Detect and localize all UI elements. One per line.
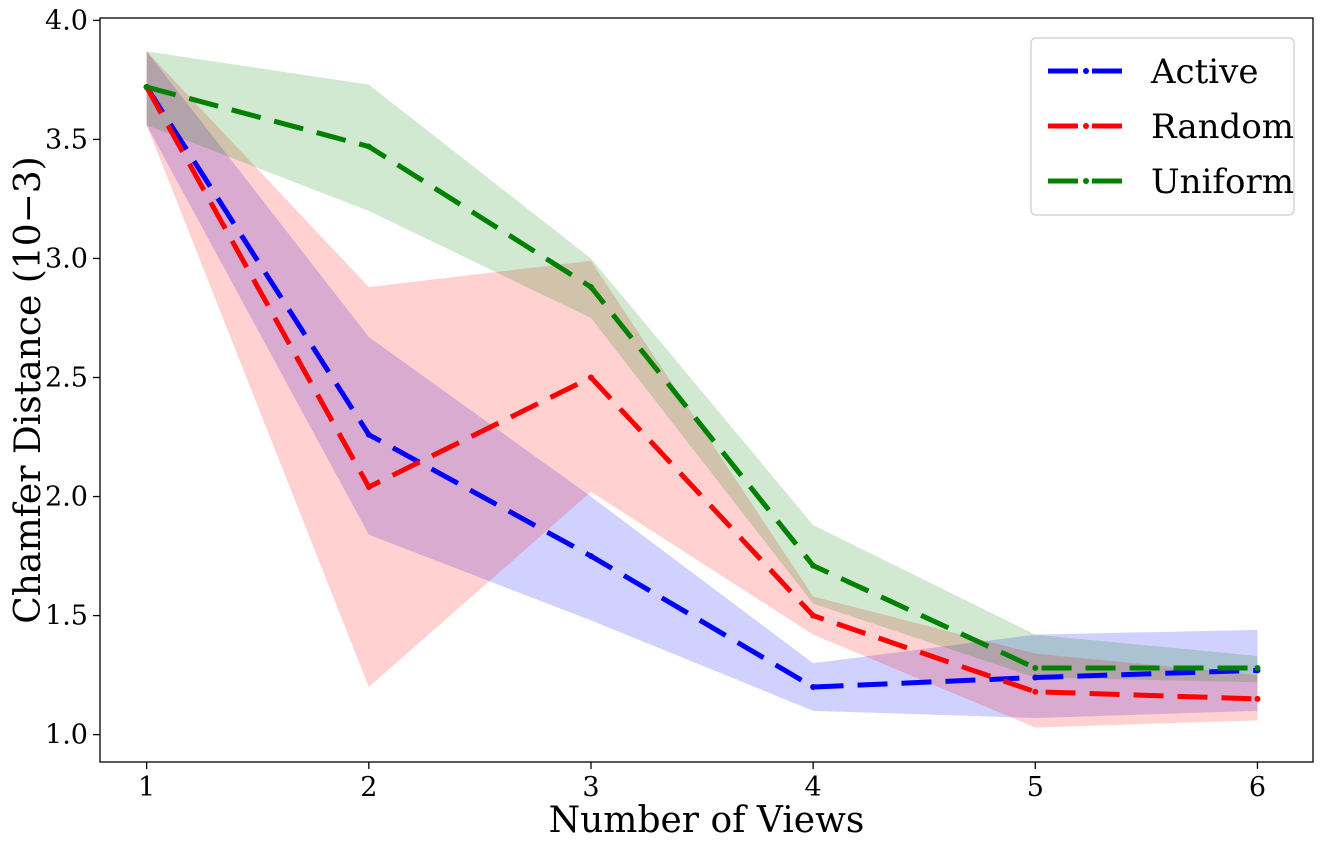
plot-frame bbox=[99, 17, 1314, 763]
x-tick-label: 6 bbox=[1249, 772, 1266, 803]
point-uniform-5 bbox=[1032, 664, 1039, 671]
legend-marker-uniform bbox=[1083, 178, 1089, 184]
y-tick-label: 1.5 bbox=[45, 601, 88, 632]
x-tick-label: 1 bbox=[138, 772, 155, 803]
point-active-3 bbox=[587, 553, 594, 560]
y-tick-label: 1.0 bbox=[45, 720, 88, 751]
legend-marker-active bbox=[1083, 68, 1089, 74]
confidence-bands bbox=[146, 51, 1258, 728]
legend-label-random: Random bbox=[1151, 107, 1294, 147]
line-uniform bbox=[146, 84, 1258, 671]
point-active-2 bbox=[365, 431, 372, 438]
point-active-5 bbox=[1032, 674, 1039, 681]
band-uniform bbox=[146, 51, 1258, 683]
y-tick-label: 3.0 bbox=[45, 243, 88, 274]
point-uniform-2 bbox=[365, 143, 372, 150]
y-tick-label: 4.0 bbox=[45, 5, 88, 36]
y-axis-label: Chamfer Distance (10−3) bbox=[8, 156, 49, 623]
line-random bbox=[144, 85, 1258, 702]
point-uniform-6 bbox=[1254, 664, 1261, 671]
y-tick-label: 3.5 bbox=[45, 124, 88, 155]
point-active-4 bbox=[810, 684, 817, 691]
x-tick-label: 4 bbox=[805, 772, 822, 803]
point-uniform-1 bbox=[143, 84, 150, 91]
legend-box bbox=[1030, 37, 1295, 216]
point-uniform-4 bbox=[810, 562, 817, 569]
point-random-4 bbox=[810, 612, 817, 619]
series-lines bbox=[143, 84, 1261, 702]
x-tick-label: 5 bbox=[1027, 772, 1044, 803]
x-axis-ticks: 1 2 3 4 5 6 bbox=[138, 762, 1266, 803]
y-tick-label: 2.0 bbox=[45, 482, 88, 513]
point-random-5 bbox=[1032, 688, 1039, 695]
point-random-2 bbox=[365, 484, 372, 491]
y-tick-label: 2.5 bbox=[45, 363, 88, 394]
x-tick-label: 2 bbox=[360, 772, 377, 803]
line-active bbox=[144, 85, 1258, 690]
band-random bbox=[146, 51, 1258, 728]
point-uniform-3 bbox=[587, 284, 594, 291]
band-active bbox=[146, 51, 1258, 718]
y-axis-ticks: 1.0 1.5 2.0 2.5 3.0 3.5 4.0 bbox=[45, 5, 100, 751]
legend: Active Random Uniform bbox=[1030, 37, 1295, 216]
legend-label-active: Active bbox=[1150, 52, 1258, 92]
point-random-6 bbox=[1254, 695, 1261, 702]
x-axis-label: Number of Views bbox=[549, 800, 865, 841]
point-random-3 bbox=[587, 374, 594, 381]
legend-marker-random bbox=[1083, 123, 1089, 129]
x-tick-label: 3 bbox=[582, 772, 599, 803]
legend-label-uniform: Uniform bbox=[1151, 162, 1294, 202]
